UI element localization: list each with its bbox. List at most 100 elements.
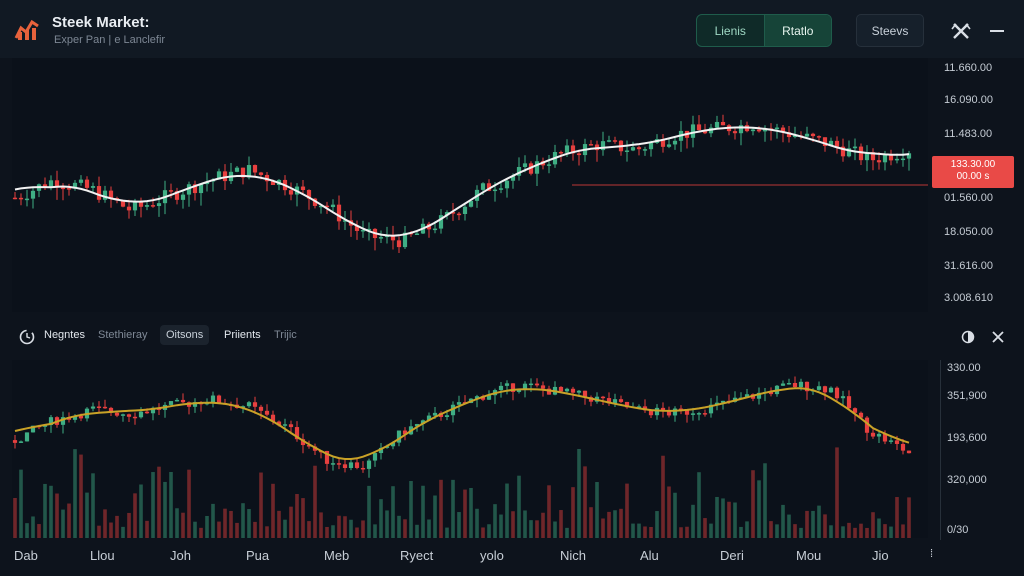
toolbar-item-stethieray[interactable]: Stethieray	[98, 329, 148, 341]
candle-up	[186, 184, 192, 195]
main-axis-tick: 01.560.00	[944, 192, 993, 204]
candle-up	[852, 146, 858, 149]
candle-down	[702, 130, 708, 134]
segment-lienis[interactable]: Lienis	[714, 23, 746, 38]
main-axis-tick: 3.008.610	[944, 292, 993, 304]
candle-up	[210, 395, 216, 403]
volume-bar	[25, 523, 29, 538]
crosshair-tool-icon[interactable]	[950, 20, 972, 42]
volume-bar	[241, 503, 245, 538]
candle-up	[198, 184, 204, 194]
candle-down	[306, 445, 312, 447]
refresh-icon[interactable]	[18, 328, 36, 346]
candle-up	[486, 395, 492, 400]
candle-down	[18, 197, 24, 200]
candle-down	[84, 179, 90, 188]
candle-up	[804, 133, 810, 137]
candle-up	[498, 188, 504, 190]
main-candlestick-chart[interactable]	[12, 58, 928, 312]
volume-bar	[547, 485, 551, 538]
volume-bar	[349, 519, 353, 538]
toolbar-item-oitsons[interactable]: Oitsons	[160, 325, 210, 345]
steevs-button[interactable]: Steevs	[856, 14, 924, 47]
candle-up	[876, 433, 882, 437]
volume-bar	[895, 497, 899, 538]
volume-bar	[115, 515, 119, 538]
candle-down	[816, 136, 822, 138]
candle-down	[354, 225, 360, 231]
close-panel-icon[interactable]	[990, 329, 1006, 345]
volume-bar	[511, 511, 515, 538]
toolbar-item-trijic[interactable]: Trijic	[274, 329, 297, 341]
volume-bar	[685, 526, 689, 538]
candle-down	[396, 240, 402, 248]
volume-bar	[325, 526, 329, 538]
volume-bar	[583, 466, 587, 538]
volume-bar	[481, 527, 485, 538]
candle-down	[258, 172, 264, 175]
top-bar: Steek Market: Exper Pan | e Lanclefir Li…	[0, 0, 1024, 58]
volume-bar	[169, 471, 173, 538]
time-axis-label: yolo	[480, 548, 504, 563]
volume-bar	[637, 523, 641, 538]
volume-chart[interactable]	[12, 360, 928, 538]
candle-down	[846, 396, 852, 409]
candle-up	[30, 425, 36, 433]
candle-up	[738, 125, 744, 134]
candle-up	[828, 140, 834, 147]
volume-bar	[865, 527, 869, 538]
candle-down	[660, 407, 666, 412]
candle-down	[102, 406, 108, 409]
candle-down	[810, 133, 816, 137]
volume-bar	[901, 524, 905, 538]
volume-bar	[391, 486, 395, 538]
candle-up	[564, 145, 570, 153]
volume-bar	[247, 509, 251, 538]
candle-down	[168, 190, 174, 192]
minimize-icon[interactable]	[990, 30, 1004, 32]
volume-bar	[283, 519, 287, 538]
moving-average-line	[14, 126, 910, 237]
candle-up	[630, 147, 636, 151]
candle-up	[414, 233, 420, 236]
candle-up	[30, 190, 36, 199]
candle-up	[690, 413, 696, 415]
candle-up	[18, 441, 24, 443]
candle-up	[348, 462, 354, 469]
candle-up	[600, 141, 606, 151]
volume-bar	[697, 472, 701, 538]
volume-bar	[235, 522, 239, 538]
candle-down	[606, 398, 612, 404]
segment-rtatlo[interactable]: Rtatlo	[763, 15, 831, 46]
candle-up	[792, 135, 798, 138]
volume-bar	[85, 492, 89, 538]
volume-bar	[265, 526, 269, 538]
view-segmented-control: Lienis Rtatlo	[696, 14, 832, 47]
candle-up	[696, 413, 702, 415]
candle-up	[24, 198, 30, 201]
time-axis-label: Meb	[324, 548, 350, 563]
candle-down	[450, 212, 456, 214]
theme-toggle-icon[interactable]	[961, 330, 975, 344]
toolbar-item-priients[interactable]: Priients	[224, 329, 261, 341]
volume-bar	[361, 520, 365, 538]
candle-up	[48, 417, 54, 426]
candle-up	[624, 150, 630, 152]
volume-bar	[187, 469, 191, 538]
candle-down	[864, 417, 870, 433]
candle-up	[528, 383, 534, 386]
volume-bar	[835, 447, 839, 538]
toolbar-item-negntes[interactable]: Negntes	[44, 329, 85, 341]
candle-up	[168, 401, 174, 405]
volume-bar	[109, 522, 113, 538]
candle-up	[432, 228, 438, 231]
candle-up	[780, 383, 786, 386]
volume-bar	[811, 510, 815, 538]
candle-down	[216, 395, 222, 404]
candle-up	[78, 179, 84, 183]
time-axis: Dab Llou Joh Pua Meb Ryect yolo Nich Alu…	[0, 542, 1024, 576]
app-subtitle: Exper Pan | e Lanclefir	[54, 34, 166, 46]
volume-bar	[745, 521, 749, 538]
candle-up	[462, 206, 468, 214]
volume-bar	[127, 512, 131, 538]
